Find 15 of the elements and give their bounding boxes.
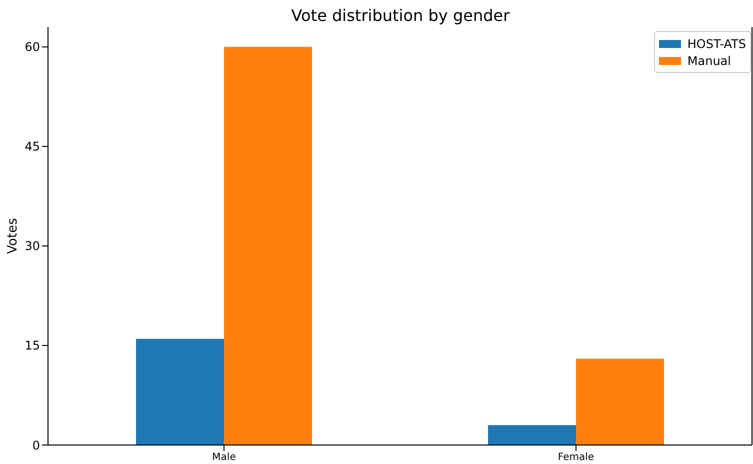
legend-label: Manual: [687, 54, 731, 68]
x-tick-label: Male: [212, 452, 236, 464]
bar: [136, 338, 224, 445]
legend-label: HOST-ATS: [687, 36, 746, 50]
x-tick-label: Female: [558, 452, 594, 464]
y-axis-title: Votes: [6, 218, 21, 254]
y-tick-label: 60: [24, 40, 40, 54]
y-tick-label: 30: [24, 239, 40, 254]
y-tick-label: 15: [24, 338, 40, 353]
bar: [576, 358, 664, 445]
bar: [224, 46, 312, 445]
y-tick-label: 0: [32, 438, 40, 452]
y-tick-label: 45: [24, 140, 40, 154]
chart-title: Vote distribution by gender: [290, 6, 511, 25]
bar: [488, 425, 576, 445]
